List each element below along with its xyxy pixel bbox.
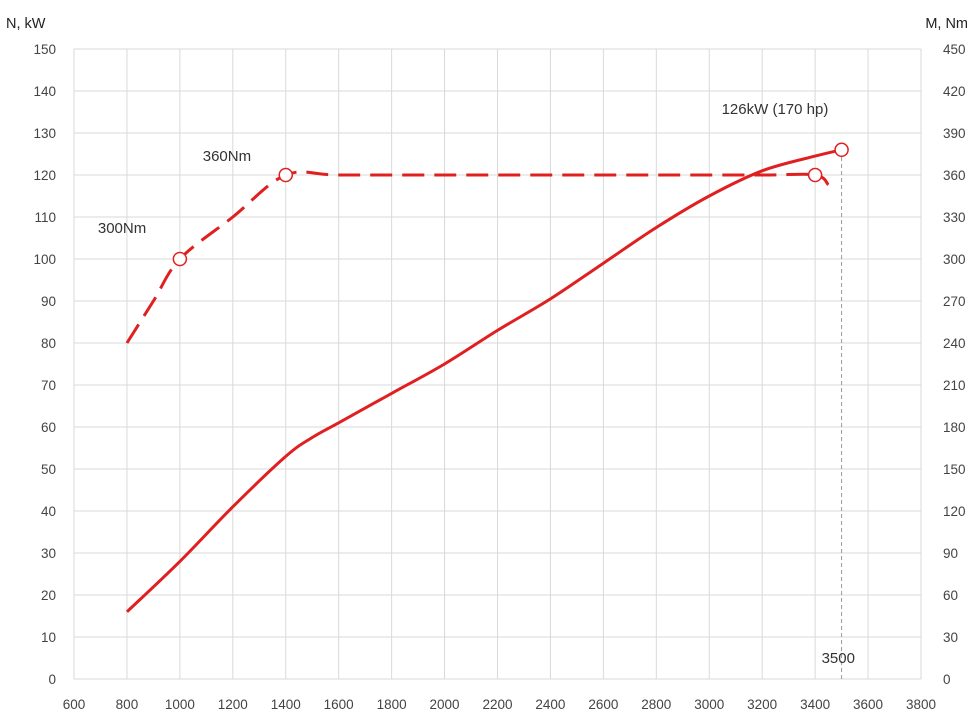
y-right-tick-label: 60 bbox=[943, 588, 958, 603]
y-right-tick-label: 420 bbox=[943, 84, 966, 99]
y-right-tick-label: 300 bbox=[943, 252, 966, 267]
x-tick-label: 2400 bbox=[535, 697, 565, 712]
right-axis-title: M, Nm bbox=[925, 16, 968, 32]
y-right-tick-label: 330 bbox=[943, 210, 966, 225]
x-tick-label: 3000 bbox=[694, 697, 724, 712]
x-tick-label: 1400 bbox=[271, 697, 301, 712]
series-line-power bbox=[125, 148, 842, 613]
y-left-tick-label: 130 bbox=[33, 126, 56, 141]
y-right-tick-label: 180 bbox=[943, 420, 966, 435]
series-lines bbox=[125, 148, 842, 613]
annotation-label: 126kW (170 hp) bbox=[722, 101, 829, 118]
y-left-tick-label: 50 bbox=[41, 462, 56, 477]
data-point-marker bbox=[807, 167, 823, 183]
y-left-tick-label: 30 bbox=[41, 546, 56, 561]
y-left-tick-label: 60 bbox=[41, 420, 56, 435]
y-right-tick-label: 210 bbox=[943, 378, 966, 393]
y-left-tick-label: 90 bbox=[41, 294, 56, 309]
y-right-tick-label: 240 bbox=[943, 336, 966, 351]
data-point-marker bbox=[278, 167, 293, 183]
x-tick-label: 3800 bbox=[906, 697, 936, 712]
data-markers bbox=[172, 142, 849, 267]
y-left-tick-label: 80 bbox=[41, 336, 56, 351]
annotation-label: 300Nm bbox=[98, 220, 146, 237]
annotation-label: 3500 bbox=[822, 650, 855, 667]
x-tick-label: 2000 bbox=[430, 697, 460, 712]
y-right-tick-label: 30 bbox=[943, 630, 958, 645]
x-tick-label: 3400 bbox=[800, 697, 830, 712]
y-left-tick-label: 10 bbox=[41, 630, 56, 645]
y-left-tick-label: 140 bbox=[33, 84, 56, 99]
y-right-tick-label: 360 bbox=[943, 168, 966, 183]
y-right-tick-label: 120 bbox=[943, 504, 966, 519]
x-tick-label: 3200 bbox=[747, 697, 777, 712]
x-tick-label: 3600 bbox=[853, 697, 883, 712]
x-tick-label: 1800 bbox=[377, 697, 407, 712]
y-right-tick-label: 450 bbox=[943, 42, 966, 57]
series-line-torque bbox=[125, 170, 830, 344]
y-right-tick-label: 0 bbox=[943, 672, 951, 687]
gridlines bbox=[73, 48, 922, 680]
x-tick-label: 2800 bbox=[641, 697, 671, 712]
data-point-marker bbox=[172, 251, 188, 267]
y-left-tick-label: 0 bbox=[48, 672, 56, 687]
y-right-tick-label: 150 bbox=[943, 462, 966, 477]
x-tick-label: 1000 bbox=[165, 697, 195, 712]
annotation-label: 360Nm bbox=[203, 148, 251, 165]
y-right-tick-label: 270 bbox=[943, 294, 966, 309]
y-right-tick-label: 390 bbox=[943, 126, 966, 141]
x-tick-label: 2600 bbox=[588, 697, 618, 712]
y-left-tick-label: 120 bbox=[33, 168, 56, 183]
x-tick-label: 1600 bbox=[324, 697, 354, 712]
y-right-tick-label: 90 bbox=[943, 546, 958, 561]
y-left-tick-label: 110 bbox=[34, 210, 56, 225]
y-left-tick-label: 20 bbox=[41, 588, 56, 603]
left-axis-title: N, kW bbox=[6, 16, 46, 32]
x-tick-label: 2200 bbox=[482, 697, 512, 712]
y-left-tick-label: 70 bbox=[41, 378, 56, 393]
x-tick-label: 1200 bbox=[218, 697, 248, 712]
y-left-tick-label: 40 bbox=[41, 504, 56, 519]
x-tick-label: 800 bbox=[116, 697, 139, 712]
data-point-marker bbox=[834, 142, 849, 158]
annotations: 300Nm 360Nm 126kW (170 hp) 3500 bbox=[98, 101, 855, 667]
tick-labels: 600 800 1000 1200 1400 1600 1800 2000 2200 2400 26… bbox=[33, 42, 965, 712]
x-tick-label: 600 bbox=[63, 697, 86, 712]
y-left-tick-label: 150 bbox=[33, 42, 56, 57]
y-left-tick-label: 100 bbox=[33, 252, 56, 267]
